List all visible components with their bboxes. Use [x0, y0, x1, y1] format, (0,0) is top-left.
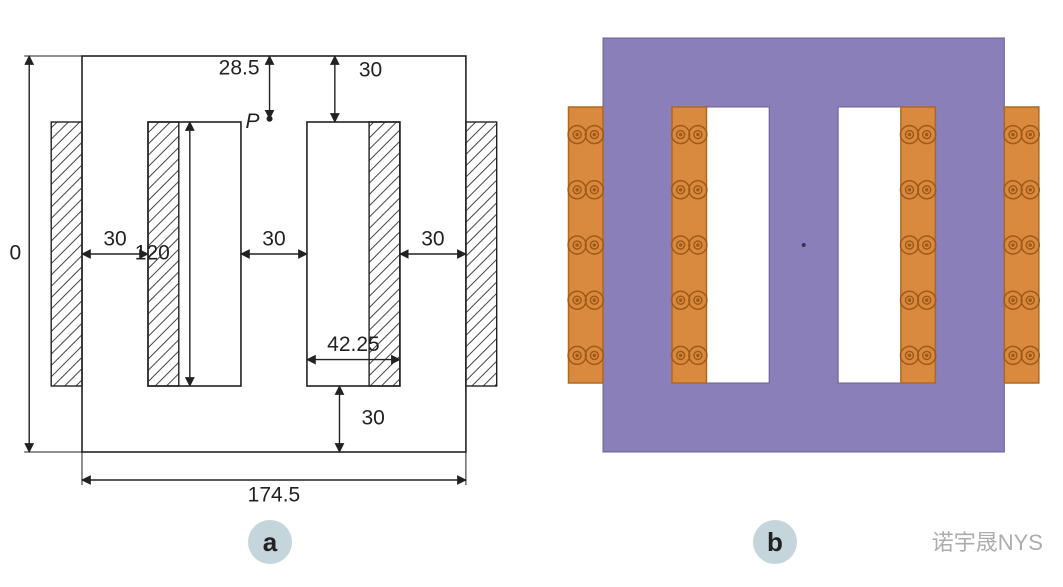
panel-a-label: a [263, 527, 277, 558]
figure-container: { "canvas": { "width": 1063, "height": 5… [0, 0, 1063, 587]
panel-a-badge: a [248, 520, 292, 564]
svg-text:42.25: 42.25 [327, 333, 380, 356]
svg-text:30: 30 [103, 228, 126, 251]
panel-b-label: b [767, 527, 783, 558]
panel-b [555, 18, 1055, 498]
panel-a-svg: 180 174.5 30 28.5 P 30 120 30 30 42.25 30 [10, 10, 510, 510]
svg-text:30: 30 [421, 228, 444, 251]
panel-b-svg [555, 18, 1055, 498]
svg-text:174.5: 174.5 [248, 484, 301, 507]
svg-text:P: P [246, 110, 260, 133]
svg-text:28.5: 28.5 [219, 56, 260, 79]
svg-text:30: 30 [359, 59, 382, 82]
panel-b-badge: b [753, 520, 797, 564]
svg-text:30: 30 [262, 228, 285, 251]
panel-a: 180 174.5 30 28.5 P 30 120 30 30 42.25 30 [10, 10, 510, 510]
svg-text:30: 30 [361, 407, 384, 430]
svg-text:180: 180 [10, 242, 21, 265]
watermark: 诺宇晟NYS [932, 525, 1043, 557]
watermark-text: 诺宇晟NYS [932, 530, 1043, 555]
svg-text:120: 120 [135, 242, 170, 265]
